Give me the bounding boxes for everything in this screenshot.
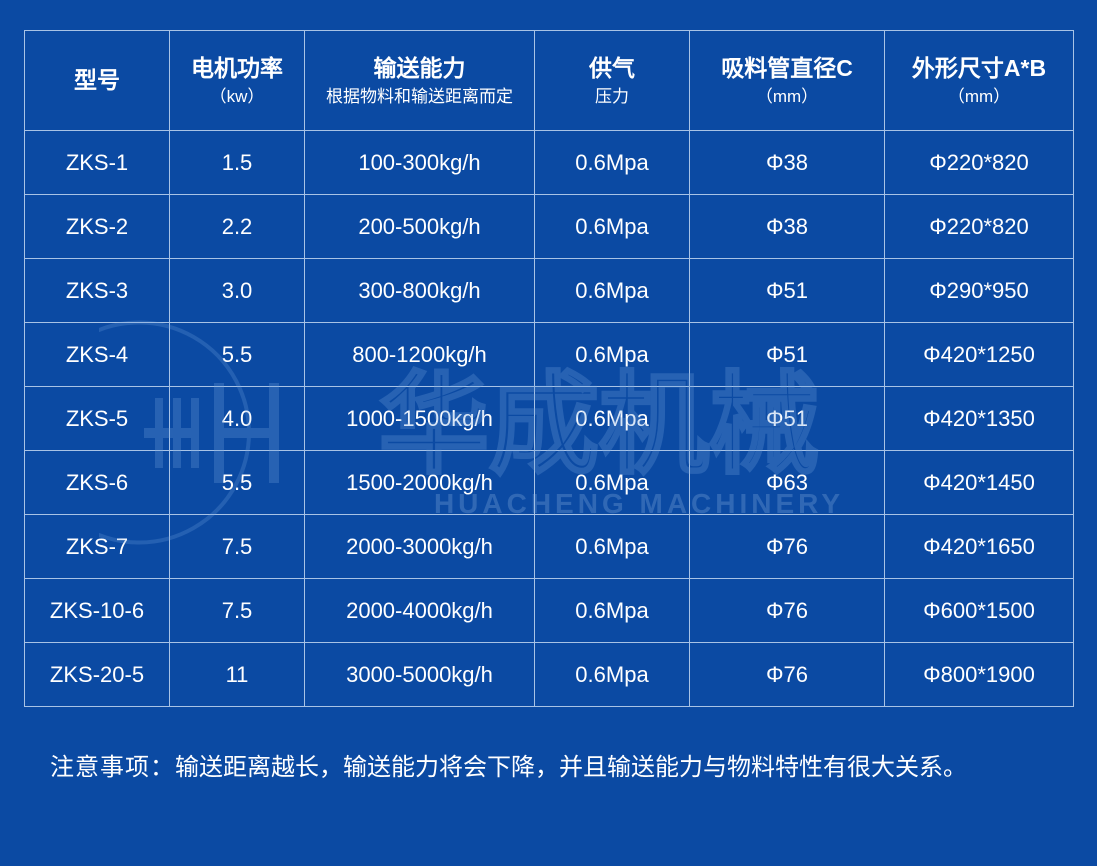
table-cell: 100-300kg/h — [305, 131, 535, 195]
table-cell: Φ51 — [690, 387, 885, 451]
column-header: 型号 — [25, 31, 170, 131]
table-cell: 0.6Mpa — [535, 643, 690, 707]
table-cell: 0.6Mpa — [535, 387, 690, 451]
table-cell: 11 — [170, 643, 305, 707]
table-cell: 0.6Mpa — [535, 131, 690, 195]
table-cell: Φ51 — [690, 323, 885, 387]
table-cell: Φ51 — [690, 259, 885, 323]
table-cell: 5.5 — [170, 451, 305, 515]
table-cell: 0.6Mpa — [535, 323, 690, 387]
table-cell: ZKS-10-6 — [25, 579, 170, 643]
table-row: ZKS-22.2200-500kg/h0.6MpaΦ38Φ220*820 — [25, 195, 1074, 259]
table-cell: 300-800kg/h — [305, 259, 535, 323]
table-cell: 2000-4000kg/h — [305, 579, 535, 643]
note-label: 注意事项： — [50, 754, 175, 781]
table-cell: 1000-1500kg/h — [305, 387, 535, 451]
note-block: 注意事项：输送距离越长，输送能力将会下降，并且输送能力与物料特性有很大关系。 — [50, 745, 1050, 791]
column-header: 电机功率 （kw） — [170, 31, 305, 131]
header-label: 电机功率 — [191, 55, 283, 81]
column-header: 输送能力根据物料和输送距离而定 — [305, 31, 535, 131]
spec-table: 型号电机功率（kw）输送能力根据物料和输送距离而定供气压力吸料管直径C（mm）外… — [24, 30, 1074, 707]
table-cell: 0.6Mpa — [535, 515, 690, 579]
header-sublabel: （kw） — [176, 86, 298, 109]
table-cell: ZKS-5 — [25, 387, 170, 451]
table-cell: 1500-2000kg/h — [305, 451, 535, 515]
table-cell: Φ76 — [690, 515, 885, 579]
table-cell: 1.5 — [170, 131, 305, 195]
table-row: ZKS-65.51500-2000kg/h0.6MpaΦ63Φ420*1450 — [25, 451, 1074, 515]
header-sublabel: （mm） — [891, 86, 1067, 109]
table-cell: Φ220*820 — [885, 131, 1074, 195]
column-header: 吸料管直径C （mm） — [690, 31, 885, 131]
table-cell: 200-500kg/h — [305, 195, 535, 259]
table-cell: ZKS-6 — [25, 451, 170, 515]
table-cell: Φ220*820 — [885, 195, 1074, 259]
table-cell: Φ800*1900 — [885, 643, 1074, 707]
note-body: 输送距离越长，输送能力将会下降，并且输送能力与物料特性有很大关系。 — [175, 754, 967, 781]
table-row: ZKS-54.01000-1500kg/h0.6MpaΦ51Φ420*1350 — [25, 387, 1074, 451]
table-row: ZKS-20-5113000-5000kg/h0.6MpaΦ76Φ800*190… — [25, 643, 1074, 707]
header-sublabel: （mm） — [696, 86, 878, 109]
table-cell: Φ63 — [690, 451, 885, 515]
table-cell: ZKS-1 — [25, 131, 170, 195]
table-cell: 3000-5000kg/h — [305, 643, 535, 707]
table-cell: 4.0 — [170, 387, 305, 451]
table-cell: Φ290*950 — [885, 259, 1074, 323]
header-label: 外形尺寸A*B — [912, 55, 1046, 81]
table-cell: Φ420*1650 — [885, 515, 1074, 579]
table-cell: 5.5 — [170, 323, 305, 387]
header-row: 型号电机功率（kw）输送能力根据物料和输送距离而定供气压力吸料管直径C（mm）外… — [25, 31, 1074, 131]
table-cell: 0.6Mpa — [535, 579, 690, 643]
table-cell: 800-1200kg/h — [305, 323, 535, 387]
header-label: 吸料管直径C — [721, 55, 853, 81]
table-cell: Φ76 — [690, 643, 885, 707]
table-row: ZKS-10-67.52000-4000kg/h0.6MpaΦ76Φ600*15… — [25, 579, 1074, 643]
table-cell: 0.6Mpa — [535, 259, 690, 323]
table-cell: 0.6Mpa — [535, 451, 690, 515]
column-header: 供气压力 — [535, 31, 690, 131]
table-body: ZKS-11.5100-300kg/h0.6MpaΦ38Φ220*820ZKS-… — [25, 131, 1074, 707]
table-cell: 7.5 — [170, 579, 305, 643]
table-cell: Φ38 — [690, 131, 885, 195]
header-label: 输送能力 — [374, 55, 466, 81]
header-label: 供气 — [589, 55, 635, 81]
table-head: 型号电机功率（kw）输送能力根据物料和输送距离而定供气压力吸料管直径C（mm）外… — [25, 31, 1074, 131]
table-cell: 0.6Mpa — [535, 195, 690, 259]
table-cell: Φ38 — [690, 195, 885, 259]
table-row: ZKS-45.5800-1200kg/h0.6MpaΦ51Φ420*1250 — [25, 323, 1074, 387]
table-cell: 3.0 — [170, 259, 305, 323]
column-header: 外形尺寸A*B （mm） — [885, 31, 1074, 131]
table-cell: Φ420*1450 — [885, 451, 1074, 515]
header-sublabel: 压力 — [541, 86, 683, 109]
table-cell: ZKS-3 — [25, 259, 170, 323]
table-cell: 2000-3000kg/h — [305, 515, 535, 579]
table-row: ZKS-11.5100-300kg/h0.6MpaΦ38Φ220*820 — [25, 131, 1074, 195]
table-cell: 2.2 — [170, 195, 305, 259]
header-sublabel: 根据物料和输送距离而定 — [311, 86, 528, 109]
header-label: 型号 — [74, 67, 120, 93]
table-row: ZKS-33.0300-800kg/h0.6MpaΦ51Φ290*950 — [25, 259, 1074, 323]
table-cell: ZKS-20-5 — [25, 643, 170, 707]
table-cell: Φ420*1350 — [885, 387, 1074, 451]
table-cell: Φ600*1500 — [885, 579, 1074, 643]
table-row: ZKS-77.52000-3000kg/h0.6MpaΦ76Φ420*1650 — [25, 515, 1074, 579]
table-cell: ZKS-7 — [25, 515, 170, 579]
table-cell: Φ76 — [690, 579, 885, 643]
table-cell: ZKS-2 — [25, 195, 170, 259]
table-cell: ZKS-4 — [25, 323, 170, 387]
table-cell: 7.5 — [170, 515, 305, 579]
table-cell: Φ420*1250 — [885, 323, 1074, 387]
